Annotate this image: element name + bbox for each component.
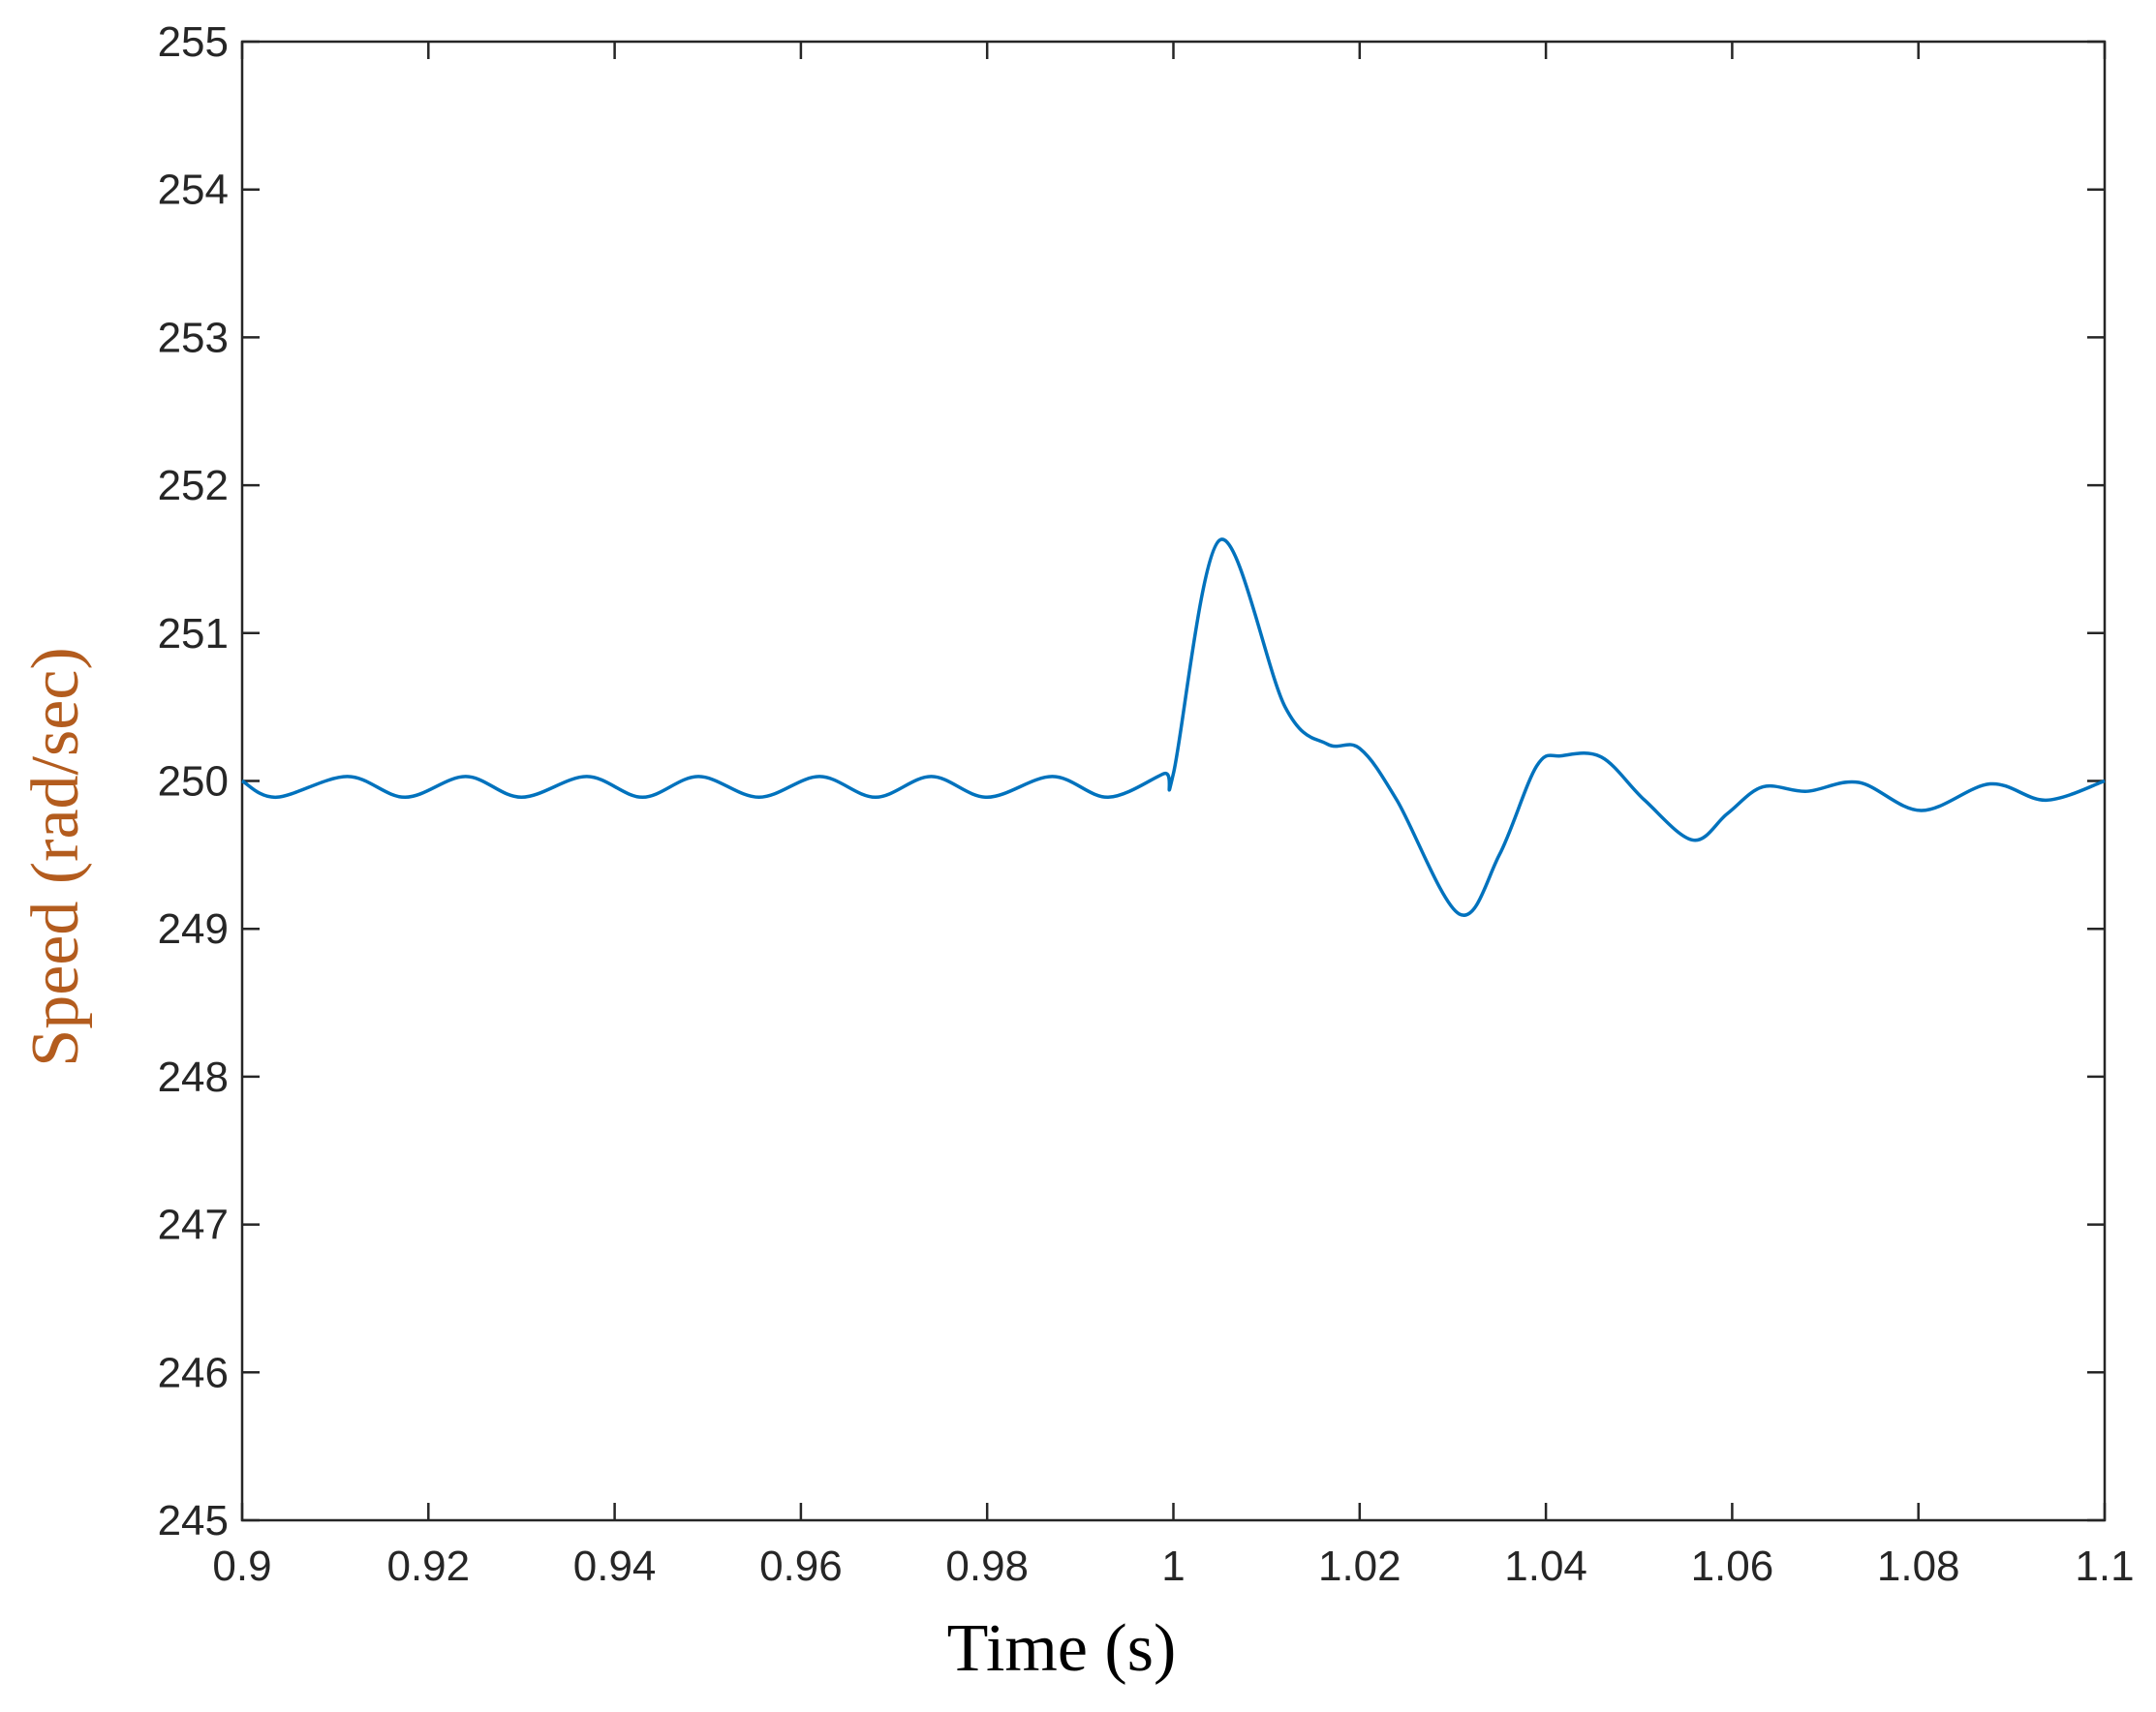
y-tick-label: 252	[158, 462, 229, 509]
data-line	[241, 537, 2106, 917]
plot-frame	[240, 40, 2107, 1522]
x-tick-label: 0.9	[212, 1543, 271, 1590]
x-tick-label: 0.98	[945, 1543, 1029, 1590]
y-tick-label: 251	[158, 610, 229, 657]
y-axis-label: Speed (rad/sec)	[18, 647, 93, 1066]
y-tick-label: 245	[158, 1497, 229, 1544]
y-tick-label: 246	[158, 1349, 229, 1396]
y-tick-label: 247	[158, 1202, 229, 1249]
y-tick-label: 254	[158, 167, 229, 214]
y-tick-label: 249	[158, 905, 229, 953]
y-tick-label: 253	[158, 314, 229, 361]
x-tick-label: 0.92	[386, 1543, 470, 1590]
x-tick-label: 1.04	[1504, 1543, 1587, 1590]
y-tick-label: 255	[158, 18, 229, 66]
x-axis-label: Time (s)	[947, 1611, 1177, 1686]
y-tick-label: 248	[158, 1054, 229, 1101]
x-tick-label: 1.1	[2075, 1543, 2134, 1590]
x-tick-label: 0.96	[759, 1543, 843, 1590]
x-tick-label: 1	[1161, 1543, 1185, 1590]
x-tick-label: 1.08	[1877, 1543, 1960, 1590]
x-tick-label: 1.06	[1691, 1543, 1774, 1590]
y-tick-label: 250	[158, 758, 229, 806]
x-tick-label: 0.94	[573, 1543, 657, 1590]
x-tick-label: 1.02	[1318, 1543, 1401, 1590]
